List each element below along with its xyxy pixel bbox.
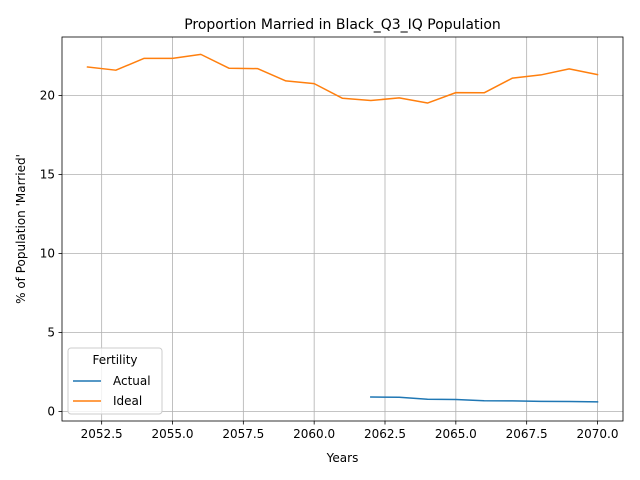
series-line-actual: [370, 396, 599, 403]
y-tick-label: 15: [40, 167, 55, 181]
x-tick-label: 2065.0: [435, 427, 477, 441]
y-tick-label: 10: [40, 246, 55, 260]
x-tick-label: 2067.5: [506, 427, 548, 441]
y-axis-title: % of Population 'Married': [14, 154, 28, 304]
chart-title: Proportion Married in Black_Q3_IQ Popula…: [184, 17, 501, 33]
x-tick-label: 2062.5: [364, 427, 406, 441]
x-tick-label: 2070.0: [577, 427, 619, 441]
y-axis-ticks: 0 5 10 15 20: [40, 88, 62, 419]
y-tick-label: 20: [40, 88, 55, 102]
legend-label-ideal: Ideal: [113, 394, 142, 408]
x-tick-label: 2052.5: [81, 427, 123, 441]
series-lines: [86, 53, 599, 403]
y-tick-label: 0: [47, 405, 55, 419]
x-tick-label: 2060.0: [293, 427, 335, 441]
x-tick-label: 2057.5: [222, 427, 264, 441]
x-axis-title: Years: [326, 451, 359, 465]
legend-label-actual: Actual: [113, 374, 151, 388]
legend-box: [67, 347, 163, 415]
y-tick-label: 5: [47, 326, 55, 340]
series-line-ideal: [86, 53, 599, 104]
legend-title: Fertility: [92, 353, 137, 367]
legend: Fertility Actual Ideal: [67, 347, 163, 415]
x-axis-ticks: 2052.5 2055.0 2057.5 2060.0 2062.5 2065.0 2067…: [81, 421, 619, 441]
x-tick-label: 2055.0: [152, 427, 194, 441]
plot-frame: [61, 36, 624, 422]
